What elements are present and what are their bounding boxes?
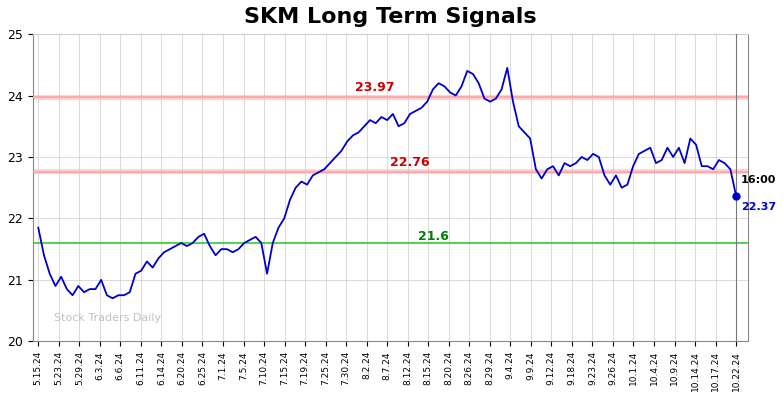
Text: 23.97: 23.97 [355,81,394,94]
Bar [33,169,747,174]
Text: 22.37: 22.37 [741,202,776,212]
Text: 16:00: 16:00 [741,176,776,185]
Text: 22.76: 22.76 [390,156,430,169]
Title: SKM Long Term Signals: SKM Long Term Signals [244,7,536,27]
Text: 21.6: 21.6 [418,230,449,243]
Bar [33,95,747,100]
Text: Stock Traders Daily: Stock Traders Daily [54,313,162,323]
